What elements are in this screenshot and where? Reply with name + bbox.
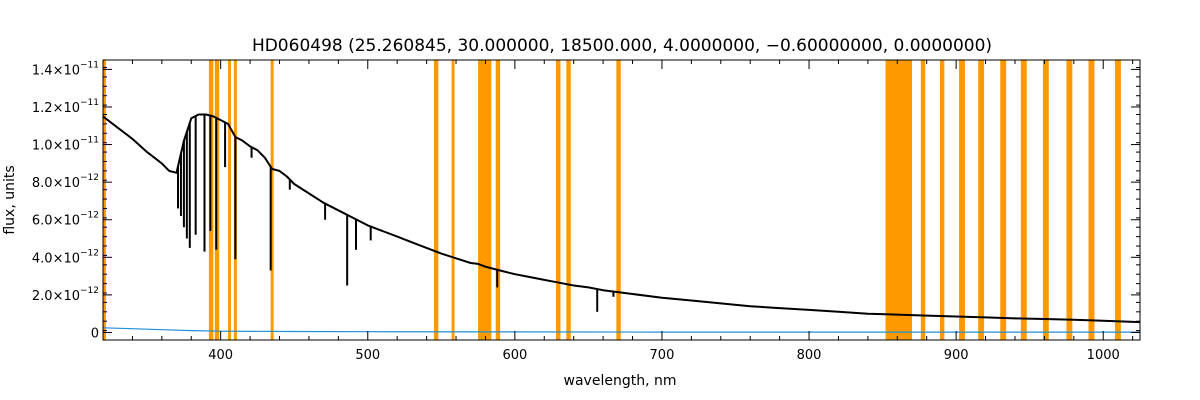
mask-band [566,60,571,340]
x-tick-label: 500 [355,348,380,363]
plot-frame [102,59,1141,341]
y-tick-label: 4.0×10−12 [32,248,99,266]
y-tick-label: 2.0×10−12 [32,286,99,304]
chart-title: HD060498 (25.260845, 30.000000, 18500.00… [252,36,992,56]
x-tick-label: 400 [208,348,233,363]
mask-band [451,60,455,340]
mask-band [959,60,965,340]
error-line [102,327,1140,333]
mask-band [1088,60,1095,340]
x-tick-label: 700 [650,348,675,363]
mask-band [478,60,492,340]
y-tick-label: 1.4×10−11 [32,60,99,78]
x-axis-label: wavelength, nm [564,373,677,389]
mask-band [103,60,106,340]
mask-band [885,60,913,340]
mask-band [1042,60,1049,340]
y-tick-label: 1.0×10−11 [32,136,99,154]
mask-band [920,60,926,340]
mask-band [616,60,621,340]
mask-band [228,60,231,340]
y-tick-label: 6.0×10−12 [32,211,99,229]
x-tick-label: 900 [944,348,969,363]
mask-band [1020,60,1027,340]
y-axis-label: flux, units [2,165,18,234]
mask-band [556,60,561,340]
series-layer [102,113,1141,333]
mask-band [939,60,945,340]
x-tick-label: 800 [797,348,822,363]
mask-band [978,60,985,340]
spectrum-line [102,113,1141,324]
y-tick-label: 0 [91,326,99,341]
mask-band-layer [103,60,1121,340]
mask-band [1066,60,1073,340]
x-tick-label: 1000 [1087,348,1120,363]
mask-band [1114,60,1121,340]
y-tick-label: 1.2×10−11 [32,98,99,116]
mask-band [433,60,439,340]
x-tick-label: 600 [502,348,527,363]
mask-band [270,60,274,340]
mask-band [495,60,501,340]
y-tick-label: 8.0×10−12 [32,173,99,191]
mask-band [1000,60,1007,340]
